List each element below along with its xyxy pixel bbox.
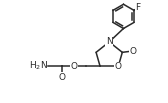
Text: H$_2$N: H$_2$N bbox=[29, 60, 48, 72]
Text: N: N bbox=[106, 37, 113, 46]
Text: O: O bbox=[115, 62, 122, 71]
Text: O: O bbox=[71, 62, 78, 71]
Text: F: F bbox=[136, 3, 141, 12]
Text: O: O bbox=[58, 73, 65, 82]
Text: O: O bbox=[130, 47, 136, 56]
